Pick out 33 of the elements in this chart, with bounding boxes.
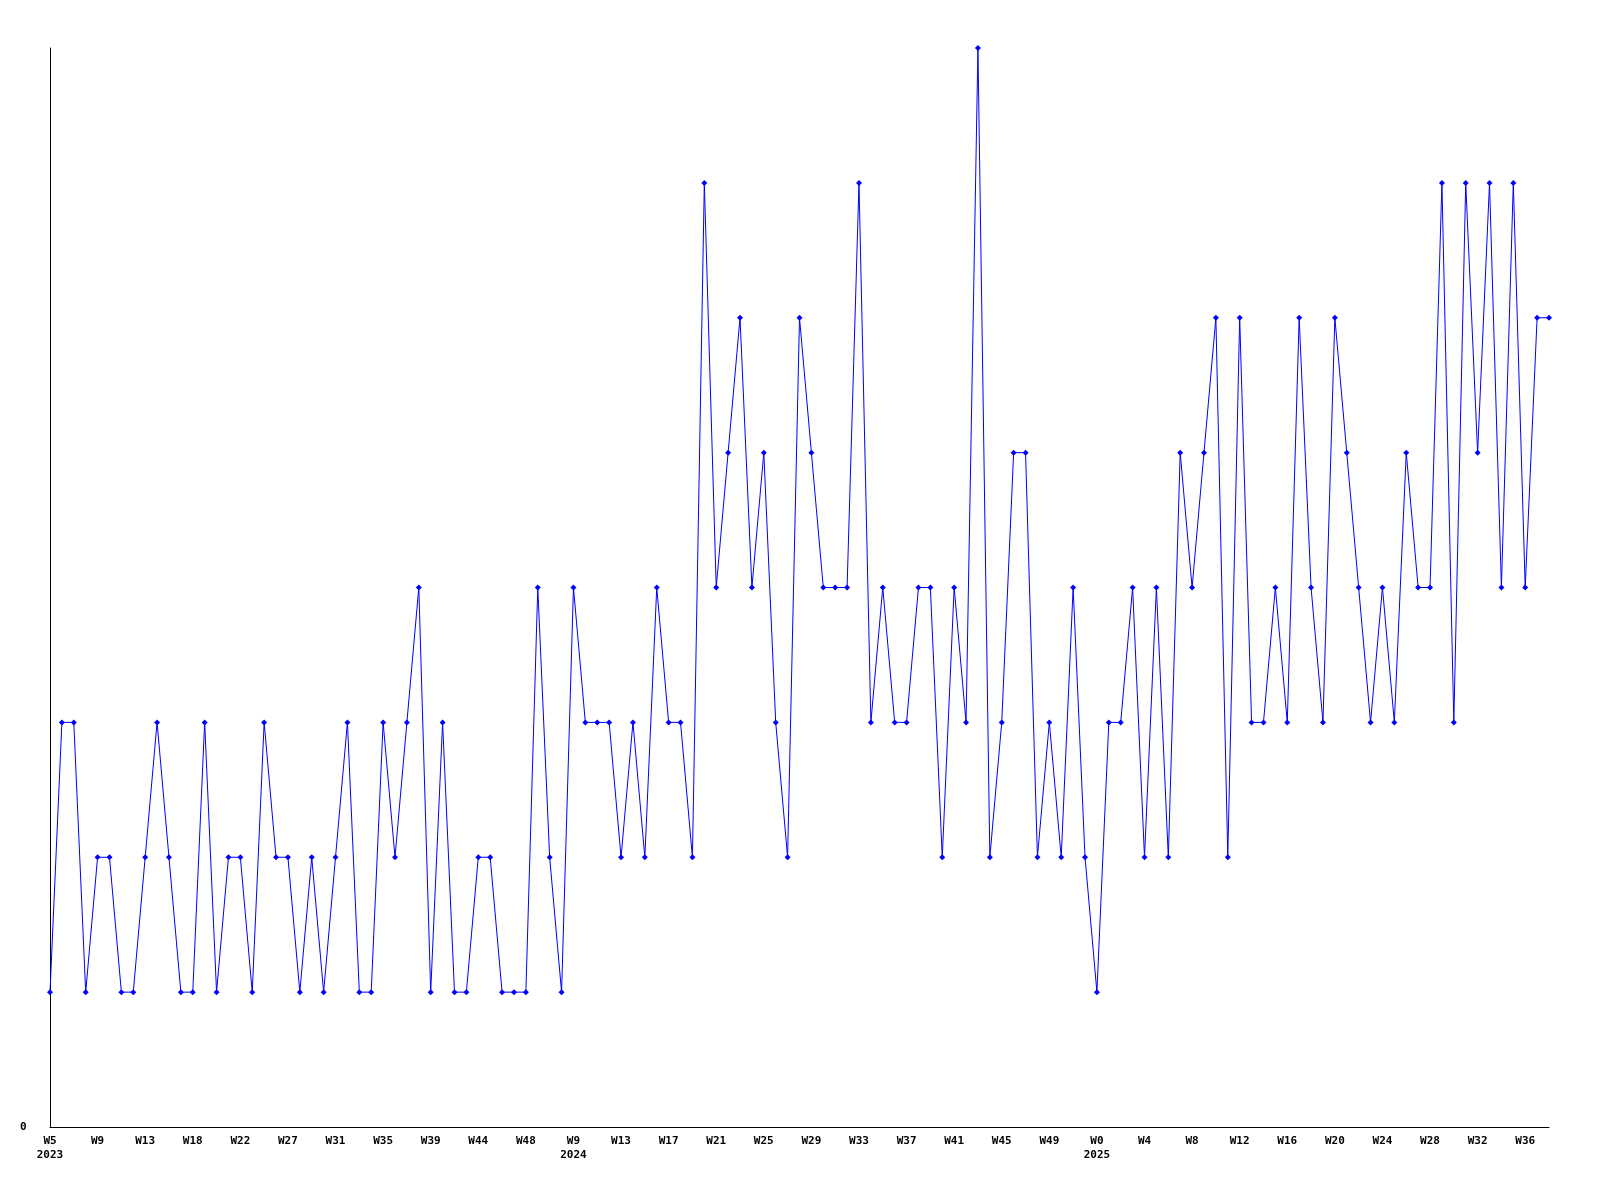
x-tick-label: W9 — [90, 1133, 105, 1147]
x-tick-label: W16 — [1277, 1133, 1298, 1147]
x-tick-label: W12 — [1229, 1133, 1250, 1147]
text: 0 — [20, 1120, 27, 1133]
x-tick-label: W32 — [1467, 1133, 1488, 1147]
x-tick-label: W48 — [515, 1133, 536, 1147]
x-tick-label: W0 2025 — [1083, 1133, 1111, 1161]
x-tick-label: W27 — [278, 1133, 298, 1147]
x-tick-label: W9 2024 — [560, 1133, 588, 1161]
x-tick-label: W5 2023 — [36, 1133, 64, 1161]
x-tick-label: W44 — [468, 1133, 489, 1147]
x-tick-label: W31 — [325, 1133, 346, 1147]
x-tick-label: W28 — [1420, 1133, 1440, 1147]
x-tick-label: W25 — [753, 1133, 774, 1147]
x-tick-label: W18 — [182, 1133, 203, 1147]
x-tick-label: W8 — [1185, 1133, 1199, 1147]
x-tick-label: W36 — [1515, 1133, 1536, 1147]
x-tick-label: W33 — [849, 1133, 869, 1147]
x-tick-label: W13 — [611, 1133, 631, 1147]
x-tick-label: W21 — [706, 1133, 727, 1147]
x-tick-label: W35 — [373, 1133, 394, 1147]
x-tick-label: W49 — [1039, 1133, 1060, 1147]
x-tick-label: W37 — [896, 1133, 917, 1147]
x-tick-label: W17 — [658, 1133, 679, 1147]
x-tick-label: W29 — [801, 1133, 822, 1147]
x-tick-label: W24 — [1372, 1133, 1393, 1147]
x-tick-label: W13 — [135, 1133, 156, 1147]
x-tick-label: W20 — [1324, 1133, 1345, 1147]
x-tick-label: W22 — [230, 1133, 251, 1147]
x-tick-label: W45 — [991, 1133, 1012, 1147]
x-tick-label: W4 — [1137, 1133, 1152, 1147]
x-tick-label: W41 — [944, 1133, 965, 1147]
x-tick-label: W39 — [420, 1133, 441, 1147]
